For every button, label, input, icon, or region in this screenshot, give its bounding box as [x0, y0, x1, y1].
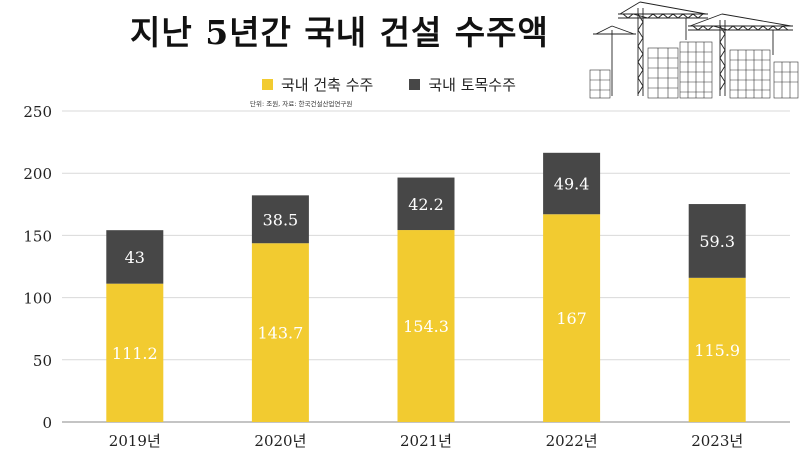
- data-label-civil: 43: [125, 248, 145, 267]
- bar-building: [688, 277, 746, 422]
- x-tick-label: 2023년: [691, 432, 743, 450]
- x-tick-label: 2019년: [109, 432, 161, 450]
- data-label-building: 143.7: [257, 324, 303, 343]
- y-tick-label: 100: [23, 290, 52, 308]
- bar-building: [251, 243, 309, 422]
- legend-item-civil: 국내 토목수주: [409, 74, 516, 95]
- bar-civil: [106, 230, 164, 284]
- bar-civil: [397, 177, 455, 231]
- bar-civil: [251, 195, 309, 244]
- data-label-building: 167: [556, 309, 587, 328]
- data-label-civil: 38.5: [263, 210, 299, 229]
- data-label-civil: 59.3: [699, 232, 735, 251]
- legend: 국내 건축 수주 국내 토목수주: [262, 74, 516, 95]
- bar-building: [106, 283, 164, 422]
- bar-civil: [688, 204, 746, 278]
- legend-swatch-civil: [409, 79, 421, 90]
- legend-label-building: 국내 건축 수주: [281, 76, 374, 94]
- y-tick-label: 0: [42, 414, 52, 432]
- x-tick-label: 2022년: [546, 432, 598, 450]
- legend-swatch-building: [262, 79, 273, 90]
- data-label-building: 111.2: [112, 344, 158, 363]
- y-tick-label: 50: [33, 352, 52, 370]
- data-label-civil: 49.4: [554, 175, 590, 194]
- chart-title: 지난 5년간 국내 건설 수주액: [130, 13, 549, 52]
- source-note: 단위: 조원, 자료: 한국건설산업연구원: [250, 100, 353, 108]
- data-label-civil: 42.2: [408, 195, 444, 214]
- bar-building: [397, 230, 455, 422]
- legend-item-building: 국내 건축 수주: [262, 74, 373, 95]
- y-tick-label: 250: [23, 103, 52, 121]
- legend-label-civil: 국내 토목수주: [428, 76, 516, 94]
- bar-building: [543, 214, 601, 422]
- x-tick-label: 2021년: [400, 432, 452, 450]
- y-tick-label: 200: [23, 165, 52, 183]
- data-label-building: 154.3: [403, 317, 449, 336]
- x-tick-label: 2020년: [254, 432, 306, 450]
- bar-civil: [543, 152, 601, 215]
- y-tick-label: 150: [23, 227, 52, 245]
- data-label-building: 115.9: [694, 341, 740, 360]
- construction-sketch-image: [589, 1, 799, 99]
